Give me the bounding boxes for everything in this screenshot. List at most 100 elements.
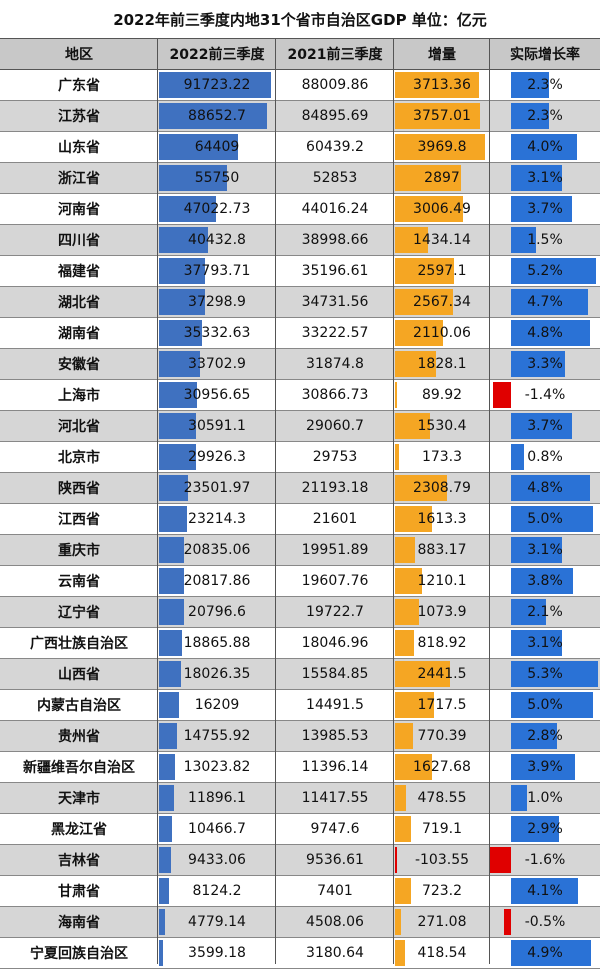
- growth-rate-value: 0.8%: [527, 449, 563, 465]
- growth-rate-value: 3.1%: [527, 542, 563, 558]
- increment-value: 1717.5: [417, 697, 467, 713]
- increment-value: 1530.4: [417, 418, 467, 434]
- table-row: 北京市 29926.3 29753 173.3 0.8%: [0, 442, 600, 473]
- increment-value: 719.1: [421, 821, 463, 837]
- table-row: 海南省 4779.14 4508.06 271.08 -0.5%: [0, 907, 600, 938]
- gdp-2021-value: 33222.57: [301, 325, 369, 341]
- gdp-2021-value: 29753: [312, 449, 358, 465]
- column-divider: [393, 38, 394, 964]
- increment-value: 723.2: [421, 883, 463, 899]
- table-row: 吉林省 9433.06 9536.61 -103.55 -1.6%: [0, 845, 600, 876]
- region-cell: 河北省: [58, 419, 100, 435]
- gdp-2022-bar: [159, 165, 228, 191]
- gdp-2022-value: 47022.73: [183, 201, 251, 217]
- growth-rate-bar-negative: [504, 909, 511, 935]
- growth-rate-bar: [511, 72, 549, 98]
- growth-rate-value: 4.0%: [527, 139, 563, 155]
- gdp-2021-value: 4508.06: [306, 914, 364, 930]
- growth-rate-value: 3.8%: [527, 573, 563, 589]
- growth-rate-value: 2.3%: [527, 108, 563, 124]
- growth-rate-value: 5.3%: [527, 666, 563, 682]
- growth-rate-bar-negative: [492, 382, 511, 408]
- increment-bar: [395, 537, 415, 563]
- growth-rate-value: 1.0%: [527, 790, 563, 806]
- growth-rate-bar: [511, 196, 572, 222]
- gdp-2021-value: 15584.85: [301, 666, 369, 682]
- gdp-2022-bar: [159, 754, 175, 780]
- growth-rate-bar: [511, 785, 528, 811]
- gdp-2022-bar: [159, 227, 209, 253]
- gdp-2021-value: 88009.86: [301, 77, 369, 93]
- gdp-2022-value: 14755.92: [183, 728, 251, 744]
- table-row: 江苏省 88652.7 84895.69 3757.01 2.3%: [0, 101, 600, 132]
- increment-value: 1434.14: [413, 232, 471, 248]
- gdp-2022-bar: [159, 351, 201, 377]
- region-cell: 北京市: [58, 450, 100, 466]
- growth-rate-bar: [511, 630, 562, 656]
- growth-rate-bar-negative: [490, 847, 511, 873]
- growth-rate-bar: [511, 568, 574, 594]
- increment-bar: [395, 444, 399, 470]
- gdp-2021-value: 60439.2: [306, 139, 364, 155]
- header-gdp-2021: 2021前三季度: [287, 47, 383, 63]
- gdp-2022-value: 4779.14: [188, 914, 246, 930]
- increment-value: 2897: [424, 170, 460, 186]
- increment-bar: [395, 506, 432, 532]
- gdp-2022-bar: [159, 878, 169, 904]
- region-cell: 湖南省: [58, 326, 100, 342]
- region-cell: 黑龙江省: [51, 822, 107, 838]
- region-cell: 福建省: [58, 264, 100, 280]
- increment-bar: [395, 103, 481, 129]
- region-cell: 浙江省: [58, 171, 100, 187]
- growth-rate-bar: [511, 754, 575, 780]
- increment-value: 2441.5: [417, 666, 467, 682]
- increment-value: 1627.68: [413, 759, 471, 775]
- gdp-2022-bar: [159, 847, 171, 873]
- increment-bar: [395, 227, 428, 253]
- increment-bar: [395, 661, 451, 687]
- region-cell: 重庆市: [58, 543, 100, 559]
- gdp-2022-value: 18026.35: [183, 666, 251, 682]
- increment-value: 418.54: [417, 945, 467, 961]
- increment-bar: [395, 940, 405, 966]
- gdp-2022-value: 13023.82: [183, 759, 251, 775]
- gdp-2022-value: 40432.8: [188, 232, 246, 248]
- growth-rate-value: 4.8%: [527, 480, 563, 496]
- growth-rate-bar: [511, 258, 597, 284]
- growth-rate-bar: [511, 940, 592, 966]
- gdp-2021-value: 52853: [312, 170, 358, 186]
- header-region: 地区: [65, 47, 93, 63]
- gdp-2021-value: 38998.66: [301, 232, 369, 248]
- region-cell: 四川省: [58, 233, 100, 249]
- gdp-2022-value: 37298.9: [188, 294, 246, 310]
- growth-rate-bar: [511, 227, 536, 253]
- gdp-2022-bar: [159, 320, 203, 346]
- table-row: 江西省 23214.3 21601 1613.3 5.0%: [0, 504, 600, 535]
- gdp-2021-value: 19722.7: [306, 604, 364, 620]
- gdp-2022-value: 20796.6: [188, 604, 246, 620]
- column-divider: [157, 38, 158, 964]
- gdp-2021-value: 19607.76: [301, 573, 369, 589]
- increment-value: 818.92: [417, 635, 467, 651]
- gdp-2022-value: 20835.06: [183, 542, 251, 558]
- increment-value: 1828.1: [417, 356, 467, 372]
- gdp-2022-value: 55750: [194, 170, 240, 186]
- region-cell: 新疆维吾尔自治区: [23, 760, 135, 776]
- growth-rate-value: 2.8%: [527, 728, 563, 744]
- increment-bar: [395, 816, 412, 842]
- table-row: 湖北省 37298.9 34731.56 2567.34 4.7%: [0, 287, 600, 318]
- column-divider: [275, 38, 276, 964]
- increment-bar: [395, 134, 485, 160]
- region-cell: 陕西省: [58, 481, 100, 497]
- growth-rate-bar: [511, 134, 577, 160]
- gdp-2022-value: 30591.1: [188, 418, 246, 434]
- table-row: 甘肃省 8124.2 7401 723.2 4.1%: [0, 876, 600, 907]
- gdp-2021-value: 34731.56: [301, 294, 369, 310]
- region-cell: 辽宁省: [58, 605, 100, 621]
- region-cell: 吉林省: [58, 853, 100, 869]
- table-row: 福建省 37793.71 35196.61 2597.1 5.2%: [0, 256, 600, 287]
- gdp-2021-value: 35196.61: [301, 263, 369, 279]
- growth-rate-value: 4.1%: [527, 883, 563, 899]
- increment-bar: [395, 785, 406, 811]
- table-row: 宁夏回族自治区 3599.18 3180.64 418.54 4.9%: [0, 938, 600, 969]
